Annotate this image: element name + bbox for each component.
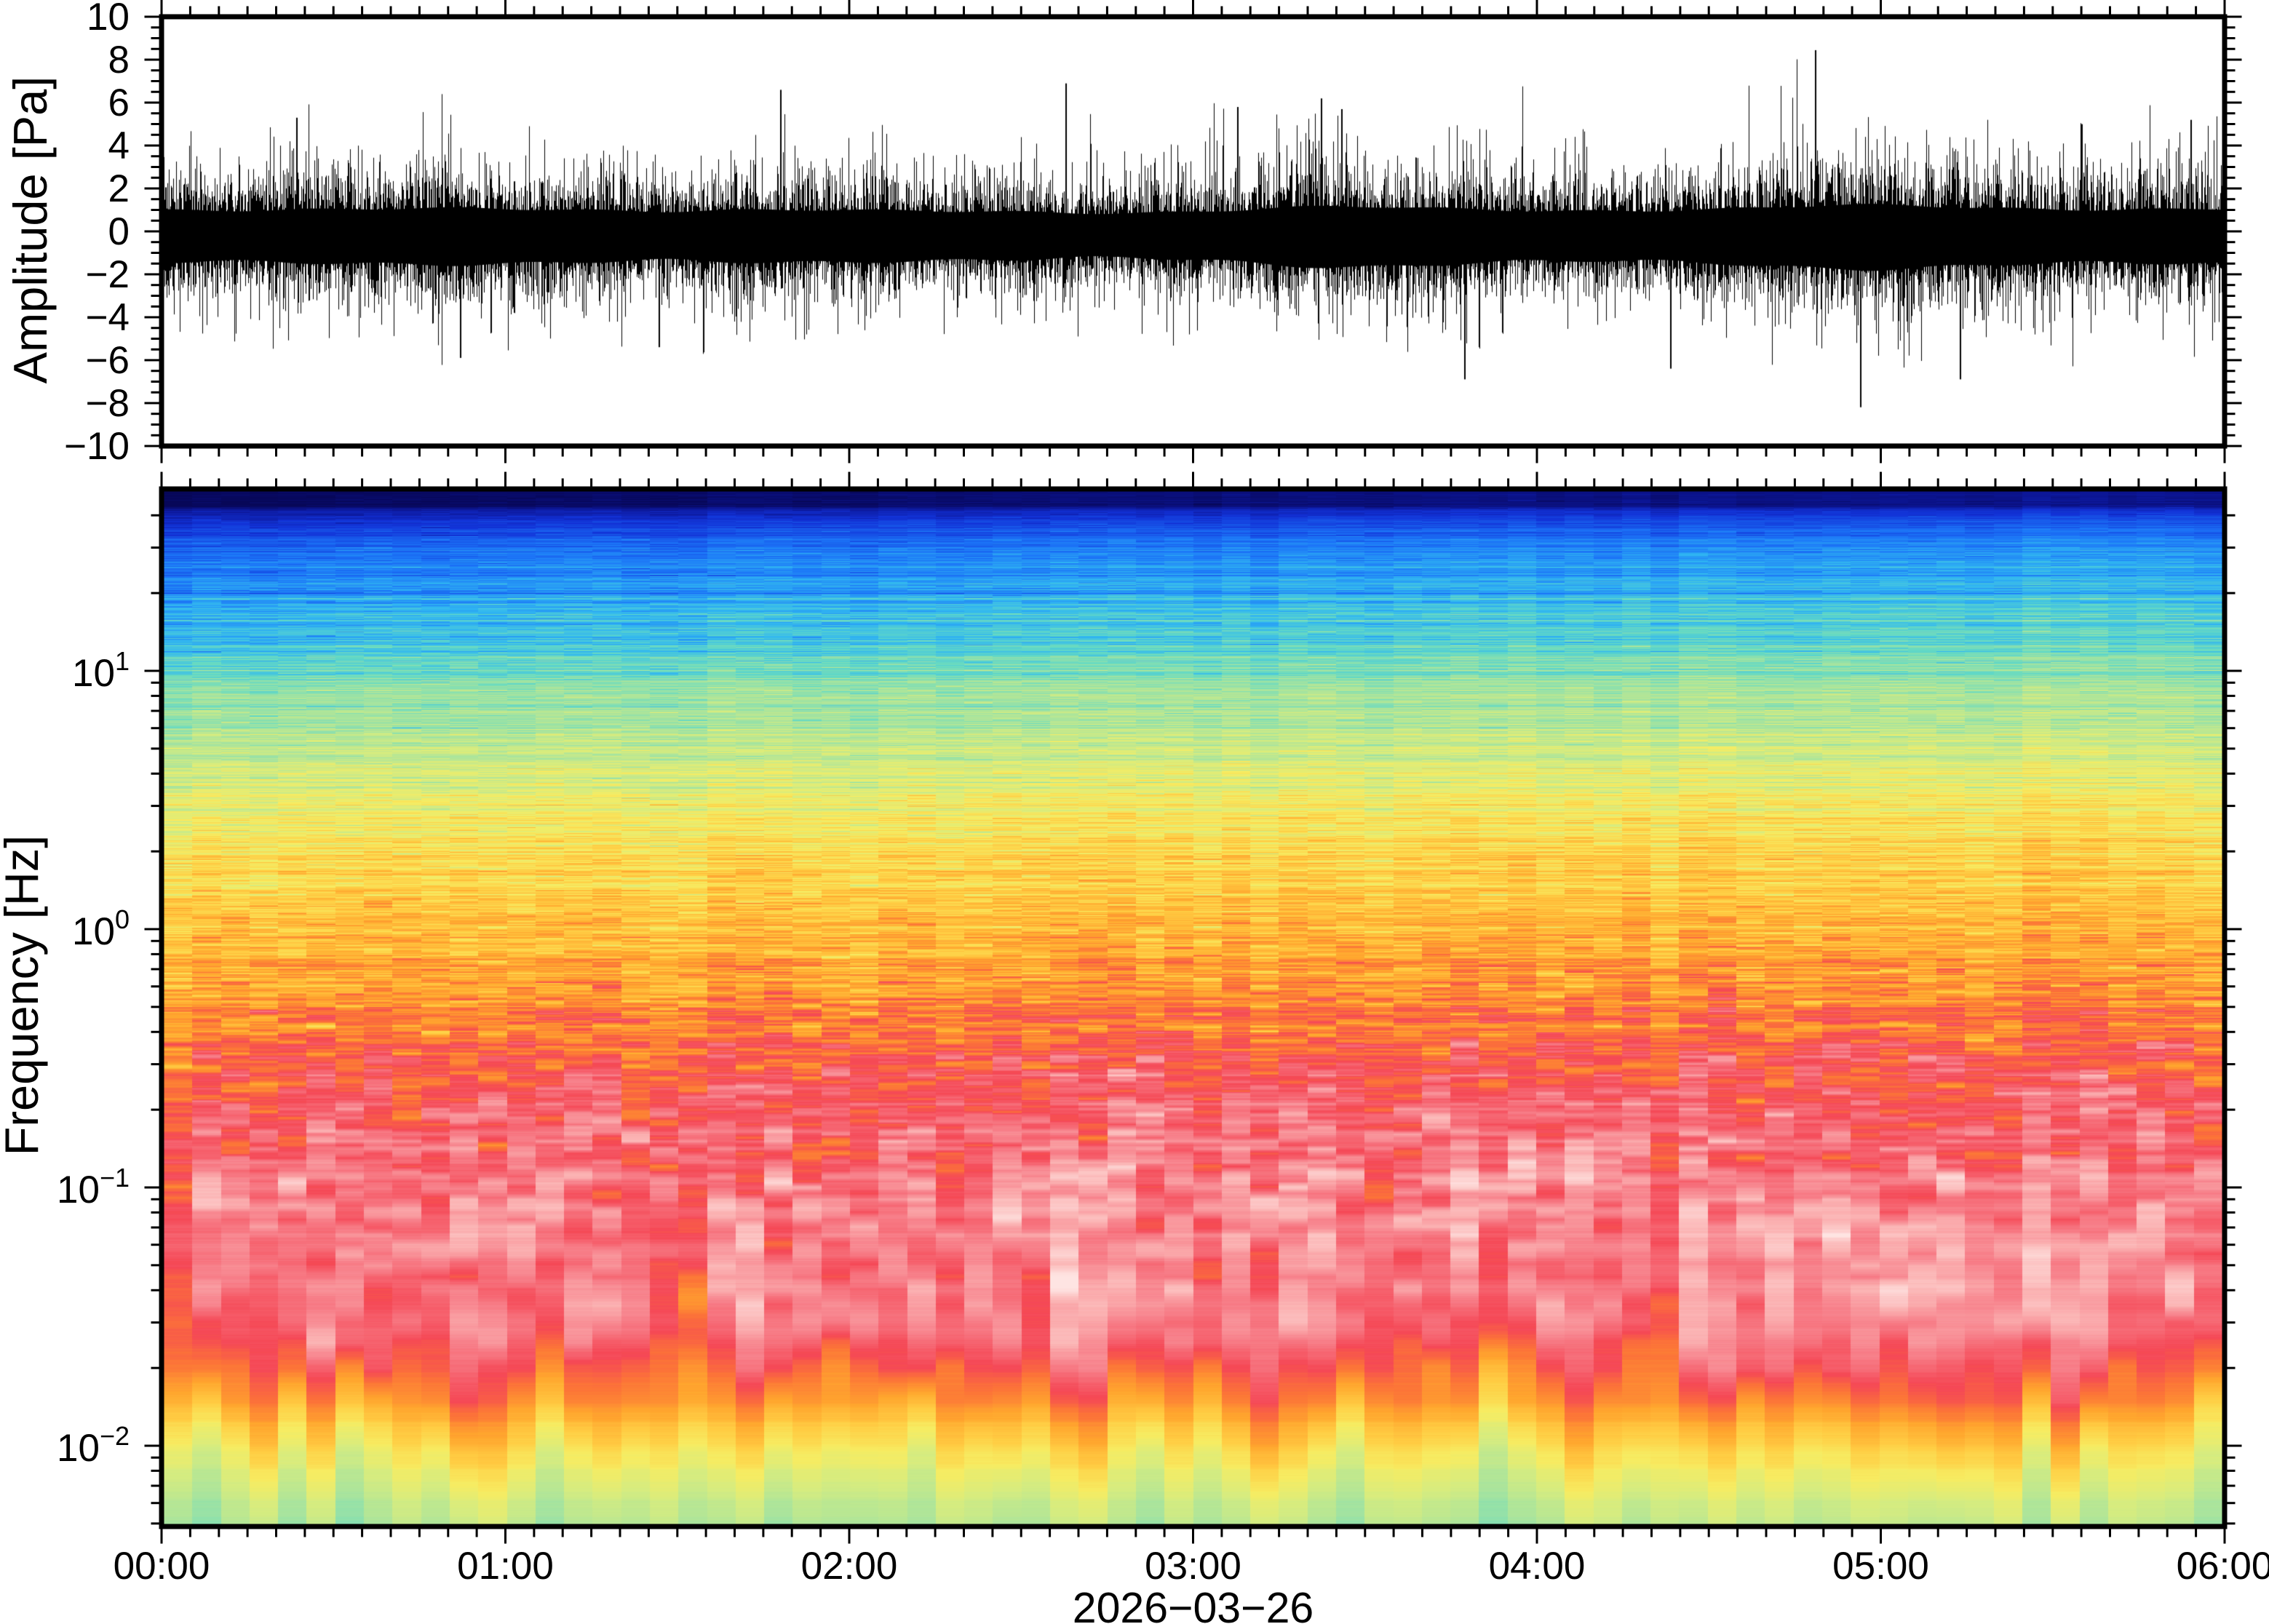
svg-text:Frequency [Hz]: Frequency [Hz] xyxy=(0,835,48,1156)
svg-text:−10: −10 xyxy=(64,425,130,468)
svg-text:10−2: 10−2 xyxy=(57,1421,130,1470)
svg-text:05:00: 05:00 xyxy=(1832,1545,1929,1588)
svg-text:0: 0 xyxy=(108,210,130,253)
svg-text:100: 100 xyxy=(72,904,130,953)
svg-text:04:00: 04:00 xyxy=(1489,1545,1586,1588)
svg-text:−6: −6 xyxy=(86,339,130,382)
svg-text:Amplitude [Pa]: Amplitude [Pa] xyxy=(4,76,57,384)
svg-text:10: 10 xyxy=(87,0,130,39)
svg-text:−8: −8 xyxy=(86,382,130,425)
svg-text:6: 6 xyxy=(108,81,130,124)
svg-text:03:00: 03:00 xyxy=(1145,1545,1241,1588)
svg-text:−4: −4 xyxy=(86,296,130,339)
svg-text:06:00: 06:00 xyxy=(2177,1545,2269,1588)
svg-text:2: 2 xyxy=(108,167,130,210)
svg-text:2026−03−26: 2026−03−26 xyxy=(1073,1584,1314,1624)
svg-text:8: 8 xyxy=(108,39,130,81)
svg-text:10−1: 10−1 xyxy=(57,1163,130,1211)
svg-text:00:00: 00:00 xyxy=(114,1545,210,1588)
svg-text:01:00: 01:00 xyxy=(457,1545,554,1588)
svg-text:4: 4 xyxy=(108,124,130,167)
svg-text:−2: −2 xyxy=(86,253,130,296)
svg-text:101: 101 xyxy=(72,646,130,695)
svg-text:02:00: 02:00 xyxy=(801,1545,898,1588)
